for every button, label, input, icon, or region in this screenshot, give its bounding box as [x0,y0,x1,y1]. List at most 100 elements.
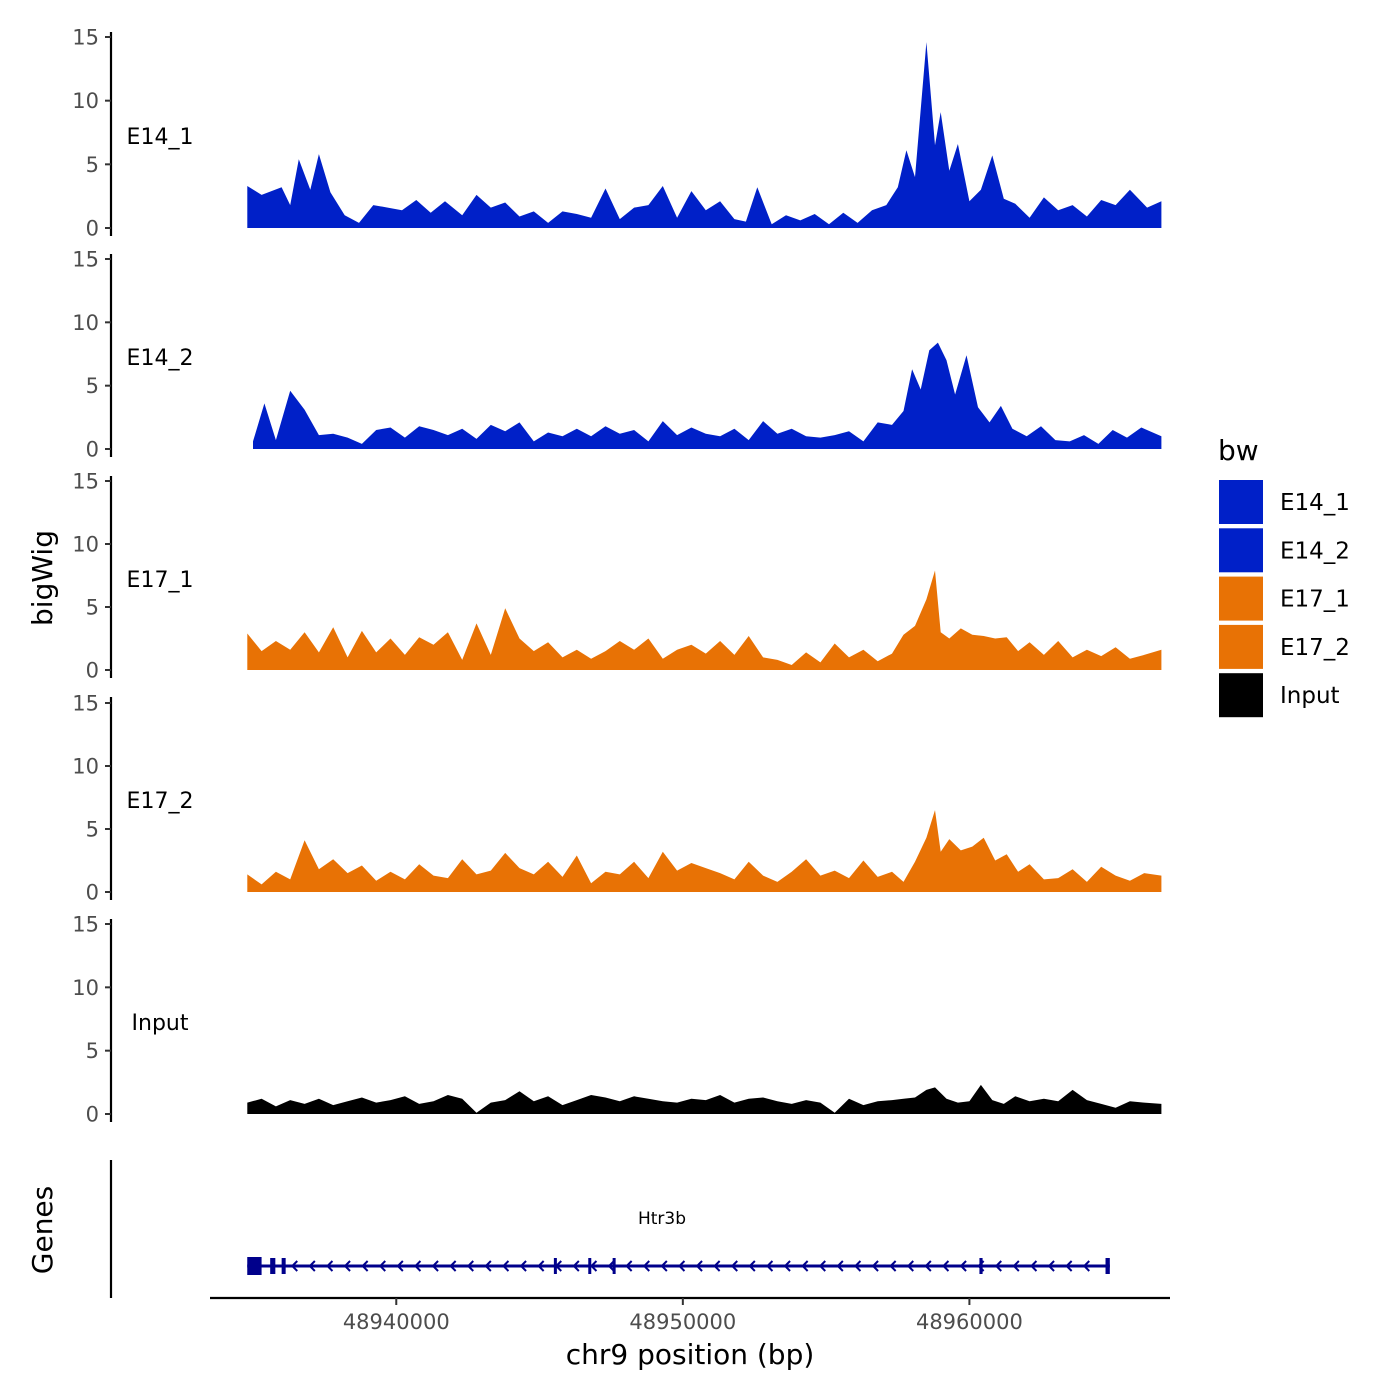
legend-label-E17_1: E17_1 [1280,587,1350,613]
x-axis: 48940000 48950000 48960000 [210,1296,1170,1334]
y-tick-label: 15 [72,913,99,937]
exon [979,1258,983,1274]
strand-arrow [994,1260,1002,1272]
track-label-Input: Input [132,1011,189,1036]
tracks-layer: 0 5 10 15 E14_1 0 5 10 15 E14_2 0 5 10 15 E17_1 0 5 10 15 E… [72,26,1162,1127]
strand-arrow [783,1260,791,1272]
strand-arrow [642,1260,650,1272]
gene-label: Htr3b [638,1209,686,1229]
y-axis-title: bigWig [26,530,59,626]
x-tick-label: 48940000 [343,1310,450,1334]
track-Input: 0 5 10 15 Input [72,913,1162,1127]
y-tick-label: 5 [86,1039,99,1063]
strand-arrow [484,1260,492,1272]
y-tick-label: 0 [86,438,99,462]
legend-key-E17_1 [1219,576,1263,621]
exon [553,1258,557,1274]
strand-arrow [519,1260,527,1272]
strand-arrow [607,1260,615,1272]
y-tick-label: 15 [72,26,99,50]
legend-key-E17_2 [1219,624,1263,669]
strand-arrow [625,1260,633,1272]
x-tick-label: 48960000 [916,1310,1023,1334]
strand-arrow [871,1260,879,1272]
exon [1105,1258,1110,1274]
exon [588,1258,592,1274]
y-tick-label: 0 [86,881,99,905]
track-E14_1: 0 5 10 15 E14_1 [72,26,1162,241]
y-tick-label: 10 [72,311,99,335]
y-tick-label: 15 [72,470,99,494]
legend-label-E14_2: E14_2 [1280,538,1350,564]
strand-arrow [308,1260,316,1272]
strand-arrow [343,1260,351,1272]
strand-arrow [748,1260,756,1272]
strand-arrow [572,1260,580,1272]
track-E17_2: 0 5 10 15 E17_2 [72,692,1162,905]
strand-arrow [431,1260,439,1272]
exon [612,1258,616,1274]
track-label-E17_1: E17_1 [127,568,194,593]
signal-area-E14_2 [253,342,1162,449]
strand-arrow [1065,1260,1073,1272]
legend-key-Input [1219,673,1263,718]
y-tick-label: 0 [86,217,99,241]
strand-arrow [959,1260,967,1272]
strand-arrow [818,1260,826,1272]
track-E14_2: 0 5 10 15 E14_2 [72,248,1162,462]
strand-arrow [326,1260,334,1272]
strand-arrow [713,1260,721,1272]
strand-arrow [1082,1260,1090,1272]
strand-arrow [449,1260,457,1272]
strand-arrow [730,1260,738,1272]
strand-arrow [906,1260,914,1272]
strand-arrow [1047,1260,1055,1272]
strand-arrow [502,1260,510,1272]
y-tick-label: 10 [72,755,99,779]
strand-arrow [801,1260,809,1272]
y-tick-label: 5 [86,818,99,842]
legend-key-E14_2 [1219,528,1263,573]
strand-arrow [590,1260,598,1272]
y-tick-label: 15 [72,692,99,716]
exon [281,1258,286,1274]
strand-arrow [836,1260,844,1272]
strand-arrow [378,1260,386,1272]
strand-arrow [660,1260,668,1272]
strand-arrow [290,1260,298,1272]
strand-arrow [854,1260,862,1272]
legend: bw E14_1 E14_2 E17_1 E17_2 Input [1218,434,1350,718]
strand-arrow [1012,1260,1020,1272]
strand-arrow [678,1260,686,1272]
strand-arrow [942,1260,950,1272]
strand-arrow [695,1260,703,1272]
strand-arrow [889,1260,897,1272]
legend-label-E14_1: E14_1 [1280,490,1350,516]
track-label-E14_1: E14_1 [127,125,194,150]
gene-track: Htr3b [109,1160,1110,1298]
strand-arrow [924,1260,932,1272]
genes-axis-title: Genes [26,1186,59,1274]
strand-arrow [396,1260,404,1272]
y-tick-label: 5 [86,596,99,620]
strand-arrow [1030,1260,1038,1272]
strand-arrow [414,1260,422,1272]
legend-title: bw [1218,434,1259,467]
y-tick-label: 10 [72,976,99,1000]
y-tick-label: 5 [86,374,99,398]
y-tick-label: 10 [72,89,99,113]
signal-area-Input [247,1084,1162,1114]
strand-arrow [466,1260,474,1272]
strand-arrow [537,1260,545,1272]
y-tick-label: 0 [86,659,99,683]
y-tick-label: 15 [72,248,99,272]
track-E17_1: 0 5 10 15 E17_1 [72,470,1162,683]
x-tick-label: 48950000 [629,1310,736,1334]
strand-arrow [361,1260,369,1272]
strand-arrow [766,1260,774,1272]
legend-label-Input: Input [1280,683,1340,709]
signal-area-E14_1 [247,42,1162,228]
legend-key-E14_1 [1219,480,1263,524]
track-label-E14_2: E14_2 [127,346,194,371]
